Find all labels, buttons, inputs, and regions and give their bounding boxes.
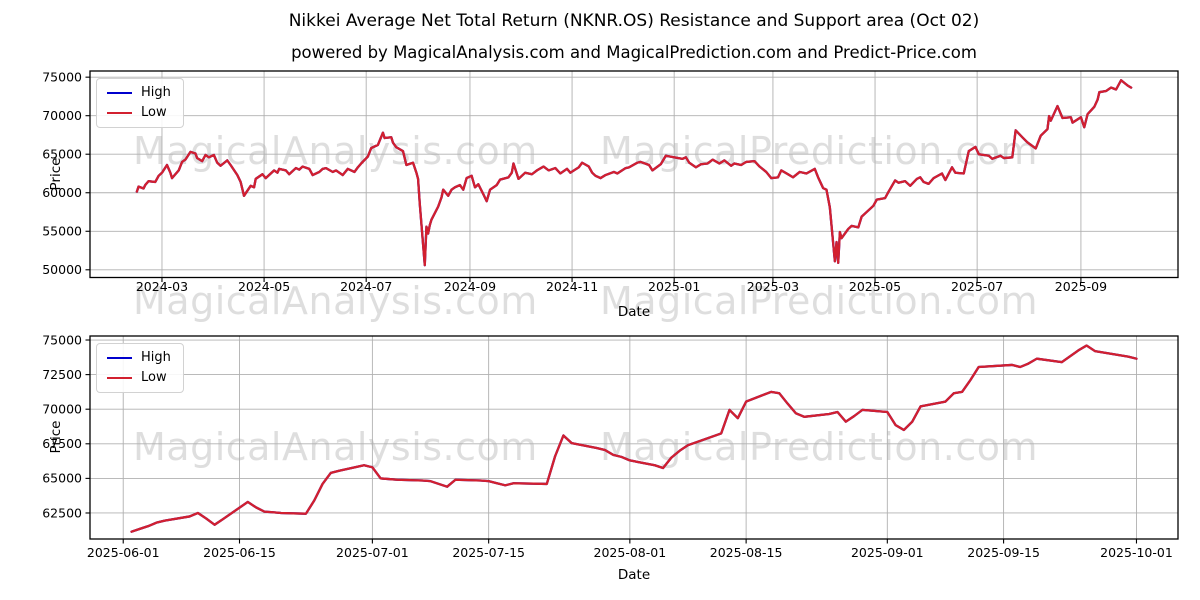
x-tick-label: 2025-01 (648, 279, 700, 294)
x-tick-label: 2024-07 (340, 279, 392, 294)
x-tick-label: 2025-08-15 (710, 545, 783, 560)
y-tick-label: 50000 (42, 262, 82, 277)
x-tick-label: 2025-05 (849, 279, 901, 294)
x-tick-label: 2025-07-01 (336, 545, 409, 560)
y-tick-label: 70000 (42, 402, 82, 417)
low-line-swatch (107, 111, 132, 114)
watermark-analysis: MagicalAnalysis.com (133, 279, 538, 323)
y-tick-label: 75000 (42, 69, 82, 84)
y-tick-label: 72500 (42, 367, 82, 382)
series-line-high (130, 344, 1138, 533)
high-line-swatch (107, 91, 132, 94)
x-tick-label: 2024-11 (546, 279, 598, 294)
x-tick-label: 2025-07-15 (452, 545, 525, 560)
y-axis-label-bottom: Price (48, 420, 64, 454)
plot-border (89, 70, 1179, 279)
legend-item-high: High (107, 351, 173, 364)
x-tick-label: 2025-09-15 (967, 545, 1040, 560)
x-tick-label: 2025-06-01 (87, 545, 160, 560)
x-tick-label: 2025-03 (747, 279, 799, 294)
x-tick-label: 2025-07 (951, 279, 1003, 294)
x-axis-label-bottom: Date (617, 567, 651, 583)
y-axis-label-top: Price (48, 157, 64, 191)
x-tick-label: 2024-03 (136, 279, 188, 294)
y-tick-label: 55000 (42, 224, 82, 239)
chart-full-history-panel: 2024-03 2024-05 2024-07 2024-09 2024-11 2025-… (42, 69, 1179, 294)
legend-item-high: High (107, 86, 173, 99)
low-line-swatch (107, 376, 132, 379)
x-tick-label: 2025-09-01 (851, 545, 924, 560)
legend-bottom-chart: High Low (96, 343, 184, 393)
x-tick-label: 2024-09 (444, 279, 496, 294)
legend-label-high: High (141, 85, 171, 100)
x-tick-label: 2025-09 (1055, 279, 1107, 294)
x-tick-label: 2024-05 (238, 279, 290, 294)
x-tick-label: 2025-08-01 (594, 545, 667, 560)
legend-top-chart: High Low (96, 78, 184, 128)
watermark-prediction: MagicalPrediction.com (600, 425, 1038, 469)
y-tick-label: 67500 (42, 436, 82, 451)
legend-item-low: Low (107, 106, 173, 119)
y-tick-label: 75000 (42, 332, 82, 347)
series-line-low (135, 79, 1133, 267)
y-tick-label: 70000 (42, 108, 82, 123)
x-axis-label-top: Date (617, 304, 651, 320)
watermark-analysis: MagicalAnalysis.com (133, 425, 538, 469)
chart-title: Nikkei Average Net Total Return (NKNR.OS… (288, 11, 980, 31)
high-line-swatch (107, 356, 132, 359)
legend-label-low: Low (141, 105, 167, 120)
y-tick-label: 62500 (42, 505, 82, 520)
x-tick-label: 2025-06-15 (203, 545, 276, 560)
y-tick-label: 65000 (42, 471, 82, 486)
watermark-prediction: MagicalPrediction.com (600, 279, 1038, 323)
x-tick-label: 2025-10-01 (1100, 545, 1173, 560)
series-line-low (130, 344, 1138, 533)
y-tick-label: 60000 (42, 185, 82, 200)
legend-item-low: Low (107, 371, 173, 384)
chart-subtitle: powered by MagicalAnalysis.com and Magic… (291, 43, 977, 62)
series-line-high (135, 79, 1133, 267)
y-tick-label: 65000 (42, 147, 82, 162)
chart-recent-four-months-panel: 2025-06-01 2025-06-15 2025-07-01 2025-07-15… (42, 332, 1179, 560)
plot-border (89, 335, 1179, 540)
legend-label-low: Low (141, 370, 167, 385)
legend-label-high: High (141, 350, 171, 365)
